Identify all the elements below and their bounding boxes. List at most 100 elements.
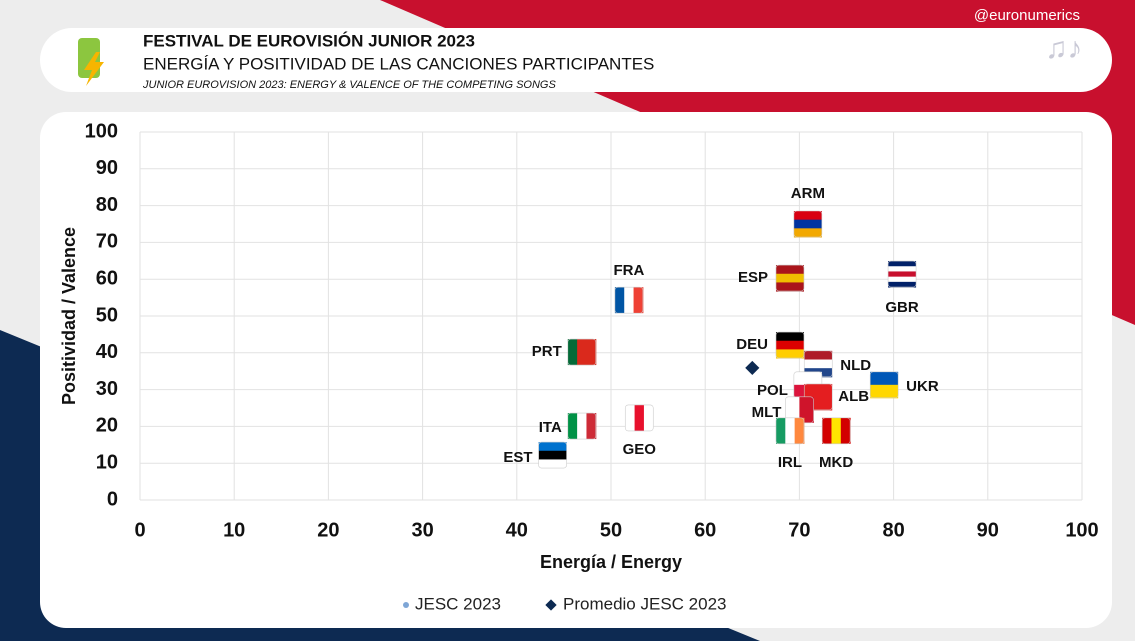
flag-stripe	[870, 371, 899, 386]
flag-stripe	[538, 442, 567, 452]
flag-stripe	[633, 287, 644, 314]
point-label: GEO	[623, 441, 657, 458]
flag-stripe	[888, 261, 917, 267]
flag-stripe	[888, 281, 917, 288]
flag-point	[775, 331, 805, 359]
title: FESTIVAL DE EUROVISIÓN JUNIOR 2023	[143, 31, 475, 50]
point-label: FRA	[613, 262, 644, 279]
flag-border	[793, 210, 823, 238]
flag-stripe	[643, 404, 654, 431]
flag-point	[624, 404, 654, 432]
legend-label: JESC 2023	[415, 594, 501, 613]
x-tick-label: 60	[694, 519, 716, 541]
point-label: POL	[757, 382, 788, 399]
flag-stripe	[775, 332, 804, 342]
flag-border	[567, 412, 597, 440]
point-label: NLD	[840, 357, 871, 374]
flag-border	[624, 404, 654, 432]
x-tick-label: 40	[506, 519, 528, 541]
y-tick-label: 10	[96, 451, 118, 473]
x-axis-label: Energía / Energy	[540, 552, 682, 572]
flag-border	[538, 441, 567, 469]
y-tick-label: 80	[96, 194, 118, 216]
flag-point	[887, 260, 917, 288]
flag-stripe	[614, 287, 625, 314]
flag-point	[614, 286, 644, 314]
flag-stripe	[634, 404, 645, 431]
x-tick-label: 50	[600, 519, 622, 541]
x-tick-label: 20	[317, 519, 339, 541]
legend-marker	[545, 599, 557, 611]
point-label: MLT	[752, 404, 782, 421]
flag-point	[775, 417, 805, 445]
flag-border	[775, 264, 805, 292]
flag-stripe	[785, 417, 796, 444]
flag-stripe	[586, 339, 597, 366]
plot-card	[40, 112, 1112, 628]
flag-stripe	[577, 339, 587, 366]
flag-stripe	[775, 265, 804, 275]
flag-point	[821, 417, 851, 445]
subtitle-en: JUNIOR EUROVISION 2023: ENERGY & VALENCE…	[142, 79, 556, 91]
x-tick-label: 90	[977, 519, 999, 541]
flag-stripe	[577, 413, 587, 440]
flag-stripe	[870, 384, 899, 399]
y-axis-label: Positividad / Valence	[59, 227, 79, 405]
flag-stripe	[775, 273, 804, 283]
subtitle: ENERGÍA Y POSITIVIDAD DE LAS CANCIONES P…	[143, 54, 654, 73]
x-tick-label: 0	[134, 519, 145, 541]
y-tick-label: 40	[96, 341, 118, 363]
x-tick-label: 10	[223, 519, 245, 541]
flag-stripe	[793, 371, 822, 386]
y-tick-label: 70	[96, 231, 118, 253]
flag-stripe	[567, 339, 578, 366]
flag-border	[567, 338, 597, 366]
flag-stripe	[804, 350, 833, 361]
flag-stripe	[775, 349, 804, 359]
flag-stripe	[538, 450, 567, 460]
flag-stripe	[624, 287, 635, 314]
flag-stripe	[804, 383, 833, 398]
flag-point	[567, 412, 597, 440]
y-tick-label: 60	[96, 267, 118, 289]
x-tick-label: 70	[788, 519, 810, 541]
handle: @euronumerics	[974, 7, 1080, 24]
y-tick-label: 90	[96, 157, 118, 179]
point-label: DEU	[736, 336, 768, 353]
point-label: EST	[503, 449, 532, 466]
flag-border	[775, 417, 805, 445]
x-tick-label: 100	[1065, 519, 1098, 541]
flag-stripe	[831, 417, 842, 444]
flag-stripe	[888, 271, 917, 278]
flag-point	[775, 264, 805, 292]
average-point	[745, 360, 760, 375]
flag-stripe	[785, 396, 800, 423]
point-label: ESP	[738, 269, 768, 286]
flag-stripe	[822, 417, 832, 444]
flag-stripe	[538, 459, 567, 469]
point-label: PRT	[532, 343, 562, 360]
flag-point	[567, 338, 597, 366]
y-tick-label: 50	[96, 304, 118, 326]
x-tick-label: 30	[411, 519, 433, 541]
point-label: UKR	[906, 378, 939, 395]
flag-stripe	[586, 413, 597, 440]
point-label: ITA	[539, 419, 562, 436]
flag-border	[775, 331, 805, 359]
bolt-icon	[84, 52, 104, 86]
header-box	[40, 28, 1112, 92]
music-icon: ♫♪	[1045, 32, 1083, 65]
flag-border	[887, 260, 917, 288]
y-tick-label: 100	[85, 120, 118, 142]
flag-stripe	[775, 417, 786, 444]
flag-stripe	[888, 266, 917, 272]
flag-point	[793, 210, 823, 238]
flag-stripe	[625, 404, 636, 431]
point-label: ARM	[791, 185, 825, 202]
y-tick-label: 20	[96, 415, 118, 437]
flag-stripe	[888, 276, 917, 283]
flag-point	[869, 371, 899, 399]
flag-stripe	[793, 228, 822, 238]
point-label: GBR	[885, 299, 919, 316]
